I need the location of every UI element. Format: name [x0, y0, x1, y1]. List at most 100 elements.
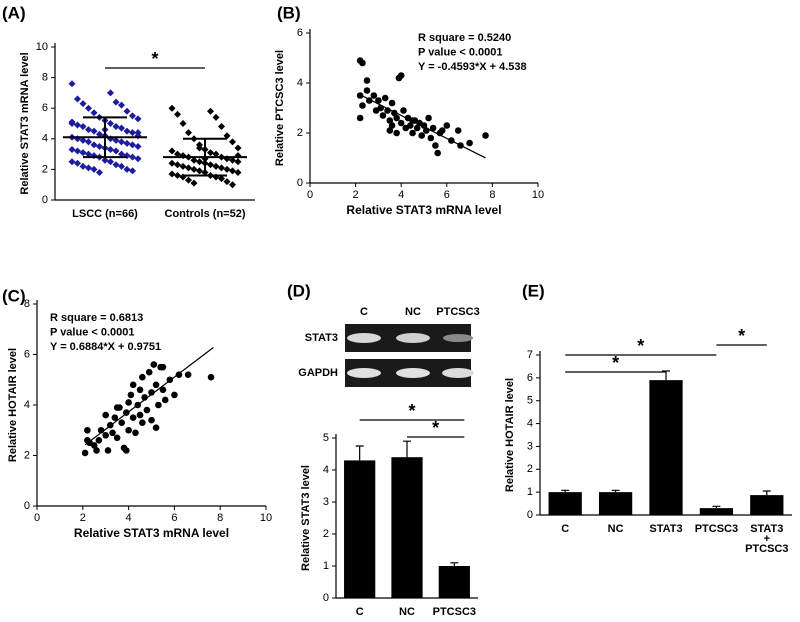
data-point	[139, 373, 146, 381]
data-point	[74, 121, 81, 129]
error-bar	[561, 489, 570, 493]
data-point	[207, 373, 215, 381]
data-point	[359, 102, 366, 109]
data-point	[79, 136, 87, 144]
data-point	[152, 381, 160, 389]
data-point	[129, 381, 137, 389]
x-tick-label: 10	[260, 512, 272, 524]
data-point	[229, 167, 236, 175]
data-point	[171, 391, 178, 399]
data-point	[229, 156, 236, 164]
data-point	[174, 110, 181, 118]
y-tick-label: 4	[42, 133, 48, 145]
data-point	[363, 77, 371, 84]
data-point	[152, 424, 160, 432]
data-point	[207, 161, 214, 169]
x-tick-label: 8	[217, 512, 223, 524]
x-tick-label: 6	[171, 512, 177, 524]
y-axis-title: Relative HOTAIR level	[504, 378, 516, 492]
data-point	[85, 164, 92, 172]
x-tick-label: NC	[399, 606, 415, 618]
data-point	[85, 150, 92, 158]
data-point	[482, 132, 489, 139]
data-point	[356, 92, 364, 99]
data-point	[79, 162, 87, 170]
data-point	[434, 149, 441, 157]
panel-label: (A)	[2, 3, 26, 22]
data-point	[136, 386, 144, 394]
data-point	[159, 386, 167, 394]
x-tick-label: 0	[34, 512, 40, 524]
data-point	[127, 391, 135, 399]
data-point	[107, 146, 114, 154]
data-point	[129, 129, 136, 137]
bar	[598, 492, 633, 515]
y-tick-label: 4	[24, 399, 30, 411]
data-point	[123, 139, 131, 147]
y-tick-label: 8	[24, 298, 30, 310]
data-point	[112, 123, 120, 131]
x-tick-label: 10	[532, 189, 544, 201]
y-tick-label: 0	[297, 177, 303, 189]
data-point	[123, 447, 130, 454]
data-point	[129, 153, 136, 161]
data-point	[85, 138, 92, 146]
data-point	[134, 129, 142, 137]
data-point	[356, 114, 364, 122]
data-point	[223, 178, 231, 186]
data-point	[161, 396, 169, 404]
data-point	[102, 411, 109, 419]
data-point	[425, 114, 432, 122]
y-tick-label: 6	[24, 348, 30, 360]
data-point	[185, 176, 192, 184]
data-point	[388, 99, 396, 107]
data-point	[85, 104, 92, 112]
data-point	[104, 447, 112, 454]
x-axis-title: Relative STAT3 mRNA level	[74, 526, 229, 540]
sd-bar	[183, 137, 227, 177]
data-point	[207, 107, 214, 115]
x-tick-label: C	[356, 606, 364, 618]
data-point	[148, 416, 155, 424]
gel-band	[347, 368, 381, 378]
data-point	[81, 449, 89, 457]
data-point	[432, 142, 439, 149]
y-tick-label: 8	[42, 72, 48, 84]
gel-band	[396, 333, 430, 343]
data-point	[90, 109, 98, 117]
data-point	[438, 127, 446, 134]
error-bar	[611, 489, 620, 493]
data-point	[136, 411, 144, 419]
data-point	[174, 172, 181, 180]
data-point	[184, 371, 192, 379]
annotation: P value < 0.0001	[50, 326, 135, 338]
y-tick-label: 2	[527, 463, 533, 475]
data-point	[196, 144, 203, 152]
error-bar	[403, 440, 411, 458]
significance-label: *	[151, 49, 158, 69]
gel-band	[347, 333, 381, 343]
data-point	[68, 120, 76, 127]
data-point	[143, 406, 151, 414]
data-point	[381, 94, 389, 102]
data-point	[68, 158, 76, 166]
data-point	[393, 114, 400, 122]
significance-label: *	[612, 353, 619, 373]
data-point	[397, 119, 405, 127]
data-point	[129, 167, 136, 175]
x-tick-label: LSCC (n=66)	[72, 208, 138, 220]
y-tick-label: 2	[24, 449, 30, 461]
x-axis-title: Relative STAT3 mRNA level	[346, 203, 501, 217]
data-point	[96, 130, 103, 138]
panel-label: (D)	[287, 281, 311, 300]
data-point	[185, 164, 192, 172]
bar	[438, 566, 470, 598]
data-point	[234, 144, 242, 152]
panel-label: (C)	[2, 286, 26, 305]
data-point	[179, 120, 187, 127]
data-point	[84, 426, 91, 434]
gel-band	[443, 334, 473, 342]
data-point	[74, 159, 81, 167]
data-point	[79, 100, 87, 108]
data-point	[443, 122, 451, 129]
